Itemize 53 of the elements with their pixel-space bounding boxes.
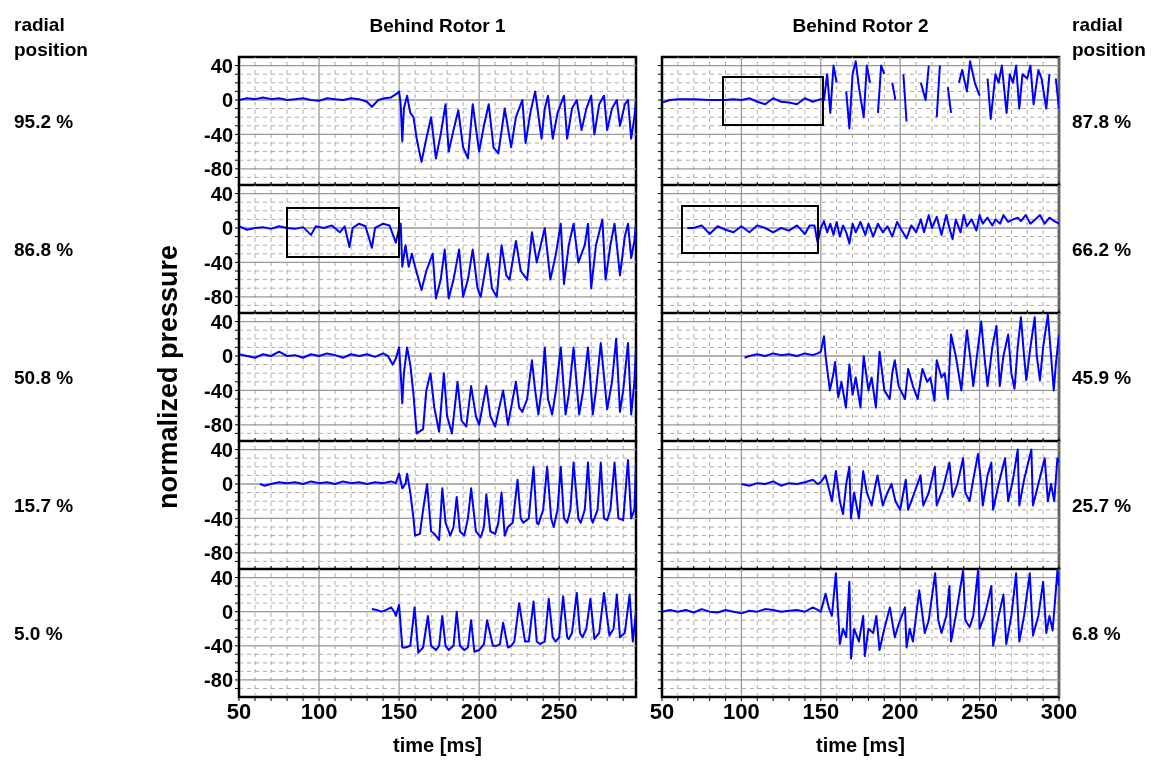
y-tick-label: 0 bbox=[221, 473, 233, 496]
text: 87.8 % bbox=[1072, 110, 1133, 134]
y-tick-label: 40 bbox=[210, 54, 233, 77]
x-tick-label: 100 bbox=[723, 698, 760, 724]
line-series bbox=[370, 591, 636, 654]
y-tick-label: 40 bbox=[210, 566, 233, 589]
x-tick-label: 300 bbox=[1040, 698, 1078, 724]
line-series bbox=[239, 218, 636, 300]
text: 86.8 % bbox=[14, 238, 75, 262]
y-tick-label: 0 bbox=[221, 89, 233, 112]
y-tick-label: -80 bbox=[204, 157, 233, 180]
x-tick-label: 50 bbox=[226, 698, 252, 724]
text: 66.2 % bbox=[1072, 238, 1133, 262]
text: radial position bbox=[14, 13, 89, 62]
text: 15.7 % bbox=[14, 494, 75, 518]
y-tick-label: 40 bbox=[210, 182, 233, 205]
y-tick-label: -40 bbox=[204, 634, 233, 657]
text: 45.9 % bbox=[1072, 366, 1133, 390]
y-axis-title: normalized pressure bbox=[152, 244, 184, 510]
x-tick-label: 200 bbox=[460, 698, 498, 724]
text: radial position bbox=[1072, 13, 1147, 62]
y-tick-label: -80 bbox=[204, 541, 233, 564]
y-tick-label: 40 bbox=[210, 438, 233, 461]
text: 95.2 % bbox=[14, 110, 75, 134]
y-tick-label: 40 bbox=[210, 310, 233, 333]
line-series bbox=[258, 458, 636, 541]
line-series bbox=[239, 90, 636, 163]
text: 5.0 % bbox=[14, 622, 64, 646]
text: 50.8 % bbox=[14, 366, 75, 390]
x-tick-label: 50 bbox=[649, 698, 675, 724]
text: 6.8 % bbox=[1072, 622, 1122, 646]
x-tick-label: 200 bbox=[881, 698, 919, 724]
y-tick-label: 0 bbox=[221, 217, 233, 240]
text: 25.7 % bbox=[1072, 494, 1133, 518]
y-tick-label: -80 bbox=[204, 285, 233, 308]
x-tick-label: 250 bbox=[961, 698, 998, 724]
chart-title: Behind Rotor 2 bbox=[791, 15, 930, 37]
line-series bbox=[239, 337, 636, 435]
y-tick-label: -40 bbox=[204, 507, 233, 530]
y-tick-label: -40 bbox=[204, 123, 233, 146]
x-axis-title: time [ms] bbox=[392, 734, 483, 757]
y-tick-label: -80 bbox=[204, 413, 233, 436]
x-axis-title: time [ms] bbox=[815, 734, 906, 757]
y-tick-label: 0 bbox=[221, 600, 233, 623]
x-tick-label: 250 bbox=[540, 698, 578, 724]
y-tick-label: -40 bbox=[204, 379, 233, 402]
x-tick-label: 100 bbox=[300, 698, 338, 724]
y-tick-label: -40 bbox=[204, 251, 233, 274]
x-tick-label: 150 bbox=[802, 698, 840, 724]
y-tick-label: 0 bbox=[221, 345, 233, 368]
x-tick-label: 150 bbox=[380, 698, 418, 724]
y-tick-label: -80 bbox=[204, 669, 233, 692]
chart-title: Behind Rotor 1 bbox=[368, 15, 507, 37]
